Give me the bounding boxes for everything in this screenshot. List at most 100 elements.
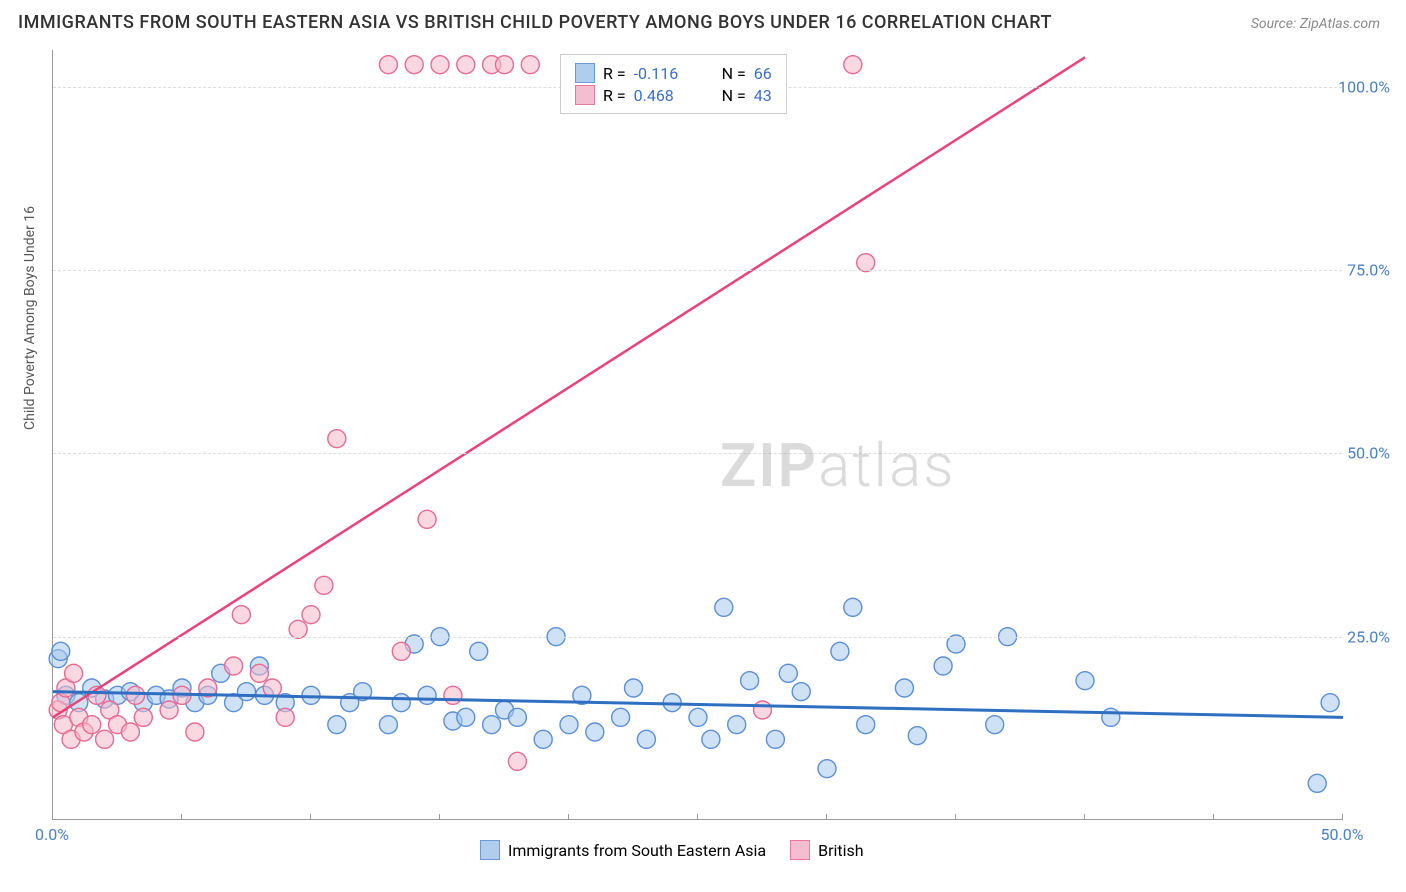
gridline-h — [53, 637, 1342, 638]
y-tick-label: 75.0% — [1347, 261, 1390, 280]
x-tick-mark — [1342, 814, 1343, 820]
data-point — [1102, 708, 1120, 726]
r-value-b: 0.468 — [634, 86, 694, 105]
x-tick-mark — [1084, 814, 1085, 820]
x-tick-mark — [826, 814, 827, 820]
x-tick-mark — [955, 814, 956, 820]
data-point — [844, 598, 862, 616]
data-point — [276, 708, 294, 726]
stats-legend: R = -0.116 N = 66 R = 0.468 N = 43 — [560, 54, 787, 114]
data-point — [947, 635, 965, 653]
legend-item-series-a: Immigrants from South Eastern Asia — [480, 840, 766, 860]
data-point — [225, 657, 243, 675]
data-point — [65, 664, 83, 682]
x-tick-label: 50.0% — [1321, 825, 1364, 844]
source-attribution: Source: ZipAtlas.com — [1251, 16, 1380, 32]
gridline-h — [53, 270, 1342, 271]
data-point — [844, 56, 862, 74]
data-point — [232, 606, 250, 624]
data-point — [250, 664, 268, 682]
correlation-chart: IMMIGRANTS FROM SOUTH EASTERN ASIA VS BR… — [0, 0, 1406, 892]
legend-swatch-b — [790, 840, 810, 860]
legend-label-b: British — [818, 841, 863, 860]
data-point — [160, 701, 178, 719]
data-point — [818, 760, 836, 778]
x-tick-mark — [568, 814, 569, 820]
data-point — [779, 664, 797, 682]
n-label-b: N = — [722, 86, 746, 105]
scatter-svg — [53, 50, 1342, 819]
data-point — [702, 730, 720, 748]
data-point — [121, 723, 139, 741]
stats-row-series-b: R = 0.468 N = 43 — [575, 85, 772, 105]
data-point — [741, 672, 759, 690]
data-point — [134, 708, 152, 726]
data-point — [483, 716, 501, 734]
swatch-series-b — [575, 85, 595, 105]
trend-line — [53, 57, 1085, 717]
x-tick-mark — [181, 814, 182, 820]
data-point — [444, 686, 462, 704]
data-point — [534, 730, 552, 748]
n-label-a: N = — [722, 64, 746, 83]
data-point — [1321, 694, 1339, 712]
data-point — [470, 642, 488, 660]
data-point — [457, 708, 475, 726]
data-point — [728, 716, 746, 734]
data-point — [625, 679, 643, 697]
r-label-b: R = — [603, 86, 626, 105]
chart-title: IMMIGRANTS FROM SOUTH EASTERN ASIA VS BR… — [18, 12, 1052, 33]
data-point — [392, 642, 410, 660]
data-point — [379, 56, 397, 74]
stats-row-series-a: R = -0.116 N = 66 — [575, 63, 772, 83]
y-tick-label: 100.0% — [1338, 77, 1390, 96]
data-point — [1308, 774, 1326, 792]
r-label-a: R = — [603, 64, 626, 83]
source-name: ZipAtlas.com — [1300, 16, 1380, 32]
data-point — [96, 730, 114, 748]
data-point — [431, 56, 449, 74]
data-point — [186, 723, 204, 741]
legend-label-a: Immigrants from South Eastern Asia — [508, 841, 766, 860]
data-point — [405, 56, 423, 74]
data-point — [908, 727, 926, 745]
data-point — [457, 56, 475, 74]
data-point — [986, 716, 1004, 734]
n-value-b: 43 — [754, 86, 772, 105]
source-label: Source: — [1251, 16, 1300, 32]
series-legend: Immigrants from South Eastern Asia Briti… — [480, 840, 864, 860]
data-point — [831, 642, 849, 660]
x-tick-mark — [310, 814, 311, 820]
data-point — [315, 576, 333, 594]
data-point — [418, 510, 436, 528]
gridline-h — [53, 453, 1342, 454]
data-point — [895, 679, 913, 697]
x-tick-mark — [439, 814, 440, 820]
data-point — [766, 730, 784, 748]
legend-swatch-a — [480, 840, 500, 860]
data-point — [857, 716, 875, 734]
r-value-a: -0.116 — [634, 64, 694, 83]
data-point — [857, 254, 875, 272]
n-value-a: 66 — [754, 64, 772, 83]
x-tick-mark — [697, 814, 698, 820]
y-tick-label: 50.0% — [1347, 444, 1390, 463]
data-point — [379, 716, 397, 734]
plot-area — [52, 50, 1342, 820]
x-tick-mark — [1213, 814, 1214, 820]
data-point — [52, 642, 70, 660]
data-point — [263, 679, 281, 697]
data-point — [392, 694, 410, 712]
data-point — [521, 56, 539, 74]
x-tick-mark — [52, 814, 53, 820]
data-point — [508, 752, 526, 770]
y-axis-label: Child Poverty Among Boys Under 16 — [22, 206, 38, 430]
data-point — [418, 686, 436, 704]
data-point — [508, 708, 526, 726]
data-point — [560, 716, 578, 734]
y-tick-label: 25.0% — [1347, 627, 1390, 646]
data-point — [238, 683, 256, 701]
data-point — [612, 708, 630, 726]
data-point — [586, 723, 604, 741]
data-point — [302, 606, 320, 624]
